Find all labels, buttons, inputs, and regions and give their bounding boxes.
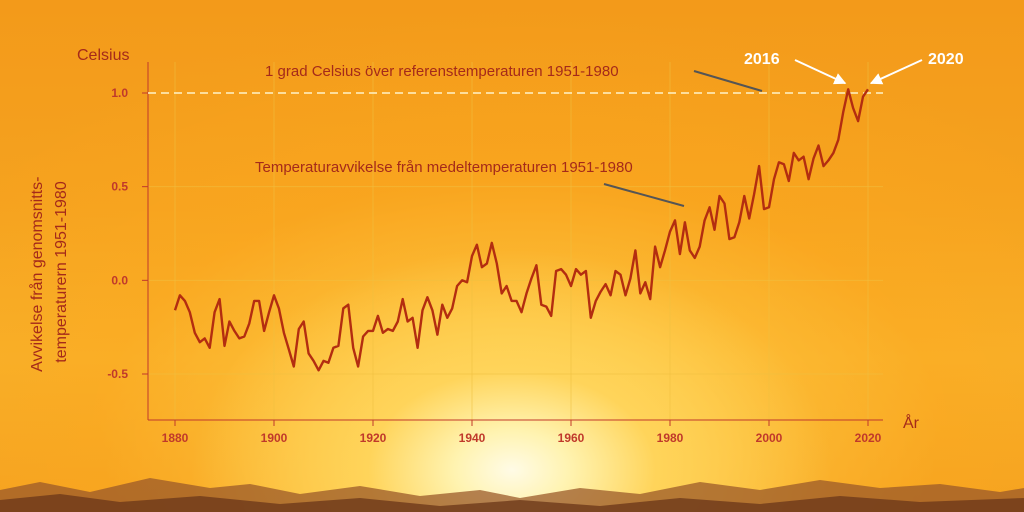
chart-axes [147, 62, 883, 421]
x-tick-label: 2000 [756, 431, 783, 445]
x-tick-label: 1940 [459, 431, 486, 445]
y-tick-label: 1.0 [111, 86, 128, 100]
axis-ticks: 1880 1900 1920 1940 1960 1980 2000 2020 1.0 0.5 0.… [107, 86, 881, 445]
reference-line-label: 1 grad Celsius över referenstemperaturen… [265, 63, 619, 80]
y-tick-label: -0.5 [107, 367, 128, 381]
series-label: Temperaturavvikelse från medeltemperatur… [255, 159, 633, 176]
x-tick-label: 2020 [855, 431, 882, 445]
arrow-2016 [794, 59, 847, 85]
x-tick-label: 1920 [360, 431, 387, 445]
y-tick-label: 0.0 [111, 273, 128, 287]
y-axis-label: Avvikelse från genomsnitts- temperaturer… [28, 172, 70, 372]
x-tick-label: 1980 [657, 431, 684, 445]
series-label-pointer [603, 183, 685, 207]
y-axis-label-line-1: Avvikelse från genomsnitts- [28, 177, 46, 372]
x-tick-label: 1960 [558, 431, 585, 445]
grid-lines [148, 62, 883, 420]
y-axis-unit-label: Celsius [77, 47, 129, 64]
x-tick-label: 1880 [162, 431, 189, 445]
annotation-2020: 2020 [928, 51, 964, 68]
x-tick-label: 1900 [261, 431, 288, 445]
y-tick-label: 0.5 [111, 180, 128, 194]
series-line [173, 88, 869, 372]
x-axis-label: År [903, 413, 920, 432]
arrow-2020 [869, 59, 923, 85]
annotation-arrows [794, 59, 923, 85]
annotation-2016: 2016 [744, 51, 780, 68]
mountain-silhouette [0, 478, 1024, 512]
reference-line-pointer [693, 70, 763, 92]
y-axis-label-line-2: temperaturern 1951-1980 [53, 181, 70, 363]
